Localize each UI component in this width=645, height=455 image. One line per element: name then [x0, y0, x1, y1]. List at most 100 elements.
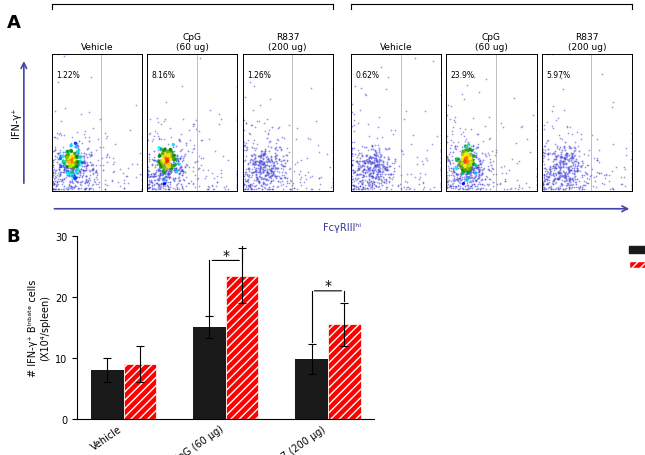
- Point: [57, 153, 67, 161]
- Point: [445, 183, 455, 191]
- Point: [561, 174, 571, 182]
- Point: [469, 156, 479, 163]
- Point: [245, 183, 255, 190]
- Point: [573, 184, 583, 192]
- Point: [246, 122, 256, 129]
- Point: [542, 180, 553, 187]
- Point: [47, 179, 57, 186]
- Point: [361, 153, 372, 160]
- Point: [79, 167, 90, 174]
- Point: [579, 178, 590, 186]
- Point: [72, 142, 82, 150]
- Point: [257, 161, 268, 168]
- Point: [205, 107, 215, 114]
- Point: [164, 186, 174, 193]
- Point: [270, 150, 280, 157]
- Point: [76, 166, 86, 173]
- Point: [514, 182, 524, 189]
- Point: [239, 139, 249, 147]
- Point: [47, 178, 57, 186]
- Point: [374, 145, 384, 152]
- Point: [52, 130, 63, 137]
- Point: [303, 155, 313, 162]
- Point: [162, 167, 172, 174]
- Point: [152, 176, 163, 183]
- Point: [539, 150, 550, 157]
- Point: [362, 156, 373, 163]
- Point: [59, 105, 70, 112]
- Point: [544, 184, 554, 192]
- Point: [259, 164, 269, 171]
- Point: [444, 172, 454, 179]
- Point: [155, 172, 165, 180]
- Point: [567, 152, 577, 159]
- Point: [565, 163, 575, 170]
- Point: [370, 162, 381, 169]
- Point: [66, 183, 77, 191]
- Point: [575, 162, 586, 170]
- Point: [577, 186, 588, 193]
- Point: [212, 173, 223, 180]
- Point: [248, 140, 258, 147]
- Point: [415, 170, 425, 177]
- Point: [346, 176, 357, 183]
- Point: [459, 176, 469, 183]
- Point: [277, 166, 288, 173]
- Text: R837
(200 ug): R837 (200 ug): [568, 33, 606, 52]
- Point: [461, 173, 471, 181]
- Point: [54, 167, 64, 174]
- Point: [161, 174, 172, 181]
- Point: [54, 131, 64, 138]
- Point: [551, 145, 562, 152]
- Point: [451, 156, 462, 163]
- Point: [154, 186, 164, 193]
- Point: [157, 152, 167, 159]
- Point: [75, 179, 86, 187]
- Point: [561, 154, 571, 162]
- Point: [558, 186, 568, 193]
- Point: [360, 177, 370, 184]
- Point: [566, 151, 576, 158]
- Point: [144, 172, 154, 180]
- Point: [88, 171, 98, 178]
- Point: [462, 178, 472, 185]
- Point: [458, 164, 468, 171]
- Point: [555, 160, 565, 167]
- Point: [539, 186, 549, 193]
- Point: [365, 161, 375, 168]
- Point: [455, 175, 465, 182]
- Point: [477, 181, 488, 188]
- Point: [68, 157, 79, 164]
- Point: [553, 174, 564, 181]
- Point: [84, 138, 94, 146]
- Point: [70, 182, 80, 189]
- Point: [154, 153, 164, 161]
- Point: [464, 155, 474, 162]
- Point: [101, 182, 112, 189]
- Point: [170, 186, 181, 193]
- Point: [80, 186, 90, 193]
- Point: [567, 154, 577, 161]
- Point: [475, 186, 486, 193]
- Point: [155, 121, 166, 128]
- Point: [561, 175, 571, 182]
- Point: [261, 150, 271, 157]
- Point: [66, 178, 77, 186]
- Point: [239, 186, 249, 193]
- Point: [328, 167, 338, 175]
- Point: [262, 186, 272, 193]
- Point: [58, 161, 68, 168]
- Point: [158, 175, 168, 182]
- Point: [554, 164, 564, 172]
- Point: [68, 152, 79, 160]
- Point: [436, 167, 446, 174]
- Point: [475, 181, 485, 188]
- Point: [474, 168, 484, 175]
- Point: [272, 175, 282, 182]
- Point: [571, 179, 582, 186]
- Point: [466, 169, 477, 176]
- Point: [350, 83, 360, 90]
- Point: [555, 153, 565, 161]
- Point: [544, 173, 555, 180]
- Point: [158, 162, 168, 169]
